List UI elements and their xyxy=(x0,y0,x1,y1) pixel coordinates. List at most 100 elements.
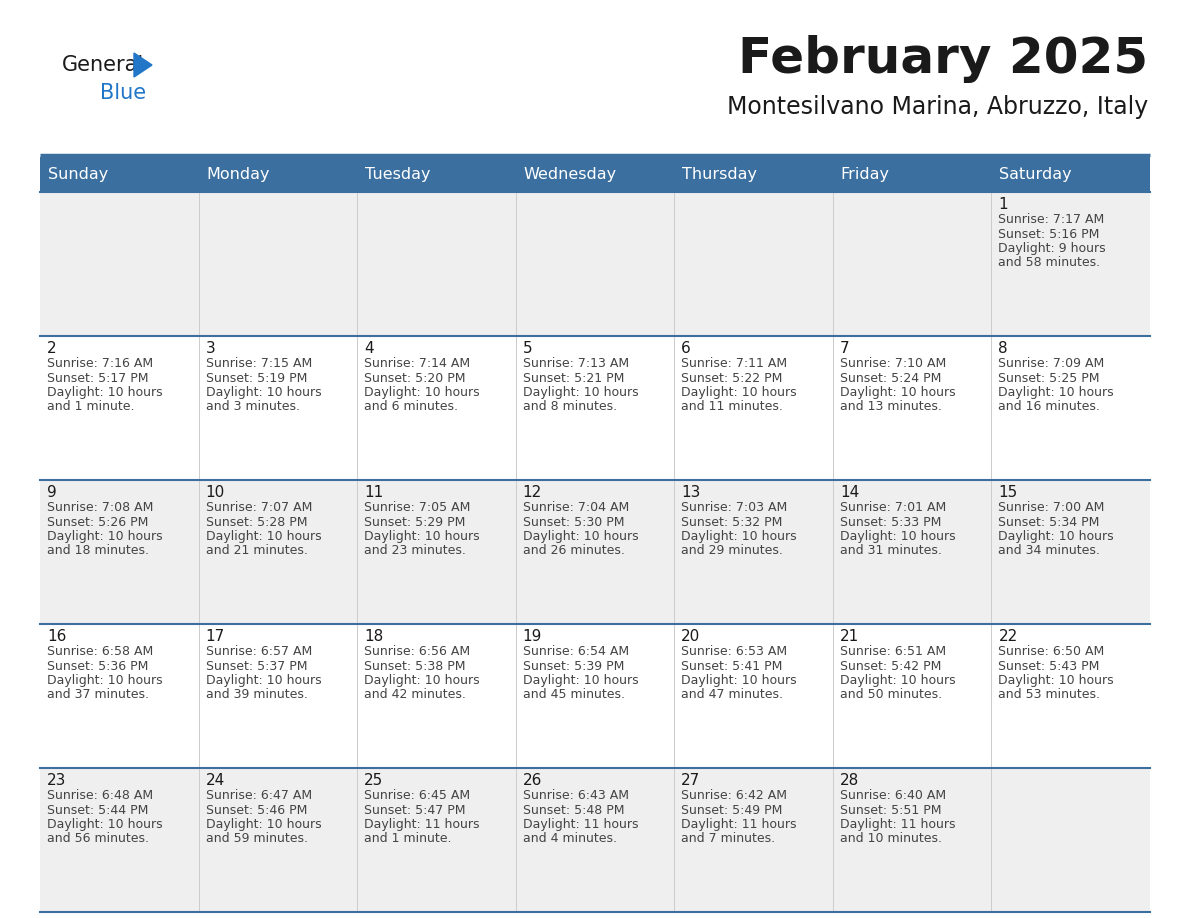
Text: 4: 4 xyxy=(365,341,374,356)
Text: 22: 22 xyxy=(998,629,1018,644)
Text: and 3 minutes.: and 3 minutes. xyxy=(206,400,299,413)
Text: Sunrise: 7:11 AM: Sunrise: 7:11 AM xyxy=(681,357,788,370)
Text: Daylight: 10 hours: Daylight: 10 hours xyxy=(206,386,321,399)
Text: 1: 1 xyxy=(998,197,1009,212)
Text: Sunrise: 7:08 AM: Sunrise: 7:08 AM xyxy=(48,501,153,514)
Text: Daylight: 10 hours: Daylight: 10 hours xyxy=(840,674,955,687)
Text: 9: 9 xyxy=(48,485,57,500)
Text: 19: 19 xyxy=(523,629,542,644)
Text: Sunrise: 6:58 AM: Sunrise: 6:58 AM xyxy=(48,645,153,658)
Text: Sunset: 5:39 PM: Sunset: 5:39 PM xyxy=(523,659,624,673)
Text: and 59 minutes.: and 59 minutes. xyxy=(206,833,308,845)
Bar xyxy=(40,624,1150,768)
Text: Daylight: 10 hours: Daylight: 10 hours xyxy=(840,386,955,399)
Text: Sunset: 5:44 PM: Sunset: 5:44 PM xyxy=(48,803,148,816)
Text: 11: 11 xyxy=(365,485,384,500)
Text: Sunrise: 6:45 AM: Sunrise: 6:45 AM xyxy=(365,789,470,802)
Text: Sunset: 5:22 PM: Sunset: 5:22 PM xyxy=(681,372,783,385)
Text: 21: 21 xyxy=(840,629,859,644)
Text: Sunrise: 7:17 AM: Sunrise: 7:17 AM xyxy=(998,213,1105,226)
Text: February 2025: February 2025 xyxy=(738,35,1148,83)
Text: Sunrise: 6:54 AM: Sunrise: 6:54 AM xyxy=(523,645,628,658)
Text: and 42 minutes.: and 42 minutes. xyxy=(365,688,466,701)
Text: Sunset: 5:26 PM: Sunset: 5:26 PM xyxy=(48,516,148,529)
Text: Sunrise: 7:01 AM: Sunrise: 7:01 AM xyxy=(840,501,946,514)
Text: Sunrise: 6:47 AM: Sunrise: 6:47 AM xyxy=(206,789,311,802)
Text: Sunday: Sunday xyxy=(48,167,108,182)
Text: Daylight: 10 hours: Daylight: 10 hours xyxy=(998,674,1114,687)
Text: and 21 minutes.: and 21 minutes. xyxy=(206,544,308,557)
Text: Sunset: 5:32 PM: Sunset: 5:32 PM xyxy=(681,516,783,529)
Text: Daylight: 10 hours: Daylight: 10 hours xyxy=(998,530,1114,543)
Text: Daylight: 10 hours: Daylight: 10 hours xyxy=(365,530,480,543)
Text: and 31 minutes.: and 31 minutes. xyxy=(840,544,942,557)
Text: Blue: Blue xyxy=(100,83,146,103)
Text: Sunset: 5:24 PM: Sunset: 5:24 PM xyxy=(840,372,941,385)
Text: Sunset: 5:37 PM: Sunset: 5:37 PM xyxy=(206,659,307,673)
Text: and 45 minutes.: and 45 minutes. xyxy=(523,688,625,701)
Text: Daylight: 10 hours: Daylight: 10 hours xyxy=(48,530,163,543)
Bar xyxy=(40,157,1150,192)
Text: Daylight: 10 hours: Daylight: 10 hours xyxy=(365,386,480,399)
Text: Sunset: 5:38 PM: Sunset: 5:38 PM xyxy=(365,659,466,673)
Text: and 34 minutes.: and 34 minutes. xyxy=(998,544,1100,557)
Text: Sunset: 5:49 PM: Sunset: 5:49 PM xyxy=(681,803,783,816)
Text: Montesilvano Marina, Abruzzo, Italy: Montesilvano Marina, Abruzzo, Italy xyxy=(727,95,1148,119)
Text: Sunrise: 6:56 AM: Sunrise: 6:56 AM xyxy=(365,645,470,658)
Text: Sunset: 5:17 PM: Sunset: 5:17 PM xyxy=(48,372,148,385)
Text: and 10 minutes.: and 10 minutes. xyxy=(840,833,942,845)
Polygon shape xyxy=(134,53,152,77)
Text: Daylight: 11 hours: Daylight: 11 hours xyxy=(681,818,797,831)
Text: Sunrise: 7:15 AM: Sunrise: 7:15 AM xyxy=(206,357,311,370)
Text: General: General xyxy=(62,55,144,75)
Text: Thursday: Thursday xyxy=(682,167,757,182)
Text: and 23 minutes.: and 23 minutes. xyxy=(365,544,466,557)
Text: Sunset: 5:25 PM: Sunset: 5:25 PM xyxy=(998,372,1100,385)
Text: 16: 16 xyxy=(48,629,67,644)
Text: Sunrise: 7:05 AM: Sunrise: 7:05 AM xyxy=(365,501,470,514)
Text: Sunrise: 6:48 AM: Sunrise: 6:48 AM xyxy=(48,789,153,802)
Text: 6: 6 xyxy=(681,341,691,356)
Text: 14: 14 xyxy=(840,485,859,500)
Text: 3: 3 xyxy=(206,341,215,356)
Text: 24: 24 xyxy=(206,773,225,788)
Text: and 11 minutes.: and 11 minutes. xyxy=(681,400,783,413)
Text: and 37 minutes.: and 37 minutes. xyxy=(48,688,148,701)
Text: and 13 minutes.: and 13 minutes. xyxy=(840,400,942,413)
Text: 20: 20 xyxy=(681,629,701,644)
Text: 28: 28 xyxy=(840,773,859,788)
Text: 26: 26 xyxy=(523,773,542,788)
Text: Daylight: 11 hours: Daylight: 11 hours xyxy=(840,818,955,831)
Text: Sunrise: 7:14 AM: Sunrise: 7:14 AM xyxy=(365,357,470,370)
Text: Friday: Friday xyxy=(841,167,890,182)
Text: and 1 minute.: and 1 minute. xyxy=(365,833,451,845)
Text: and 16 minutes.: and 16 minutes. xyxy=(998,400,1100,413)
Text: 27: 27 xyxy=(681,773,701,788)
Text: 13: 13 xyxy=(681,485,701,500)
Text: 18: 18 xyxy=(365,629,384,644)
Text: and 29 minutes.: and 29 minutes. xyxy=(681,544,783,557)
Text: Sunset: 5:42 PM: Sunset: 5:42 PM xyxy=(840,659,941,673)
Text: 23: 23 xyxy=(48,773,67,788)
Bar xyxy=(40,480,1150,624)
Text: Daylight: 10 hours: Daylight: 10 hours xyxy=(840,530,955,543)
Text: Sunset: 5:41 PM: Sunset: 5:41 PM xyxy=(681,659,783,673)
Text: Sunset: 5:48 PM: Sunset: 5:48 PM xyxy=(523,803,624,816)
Text: Sunrise: 7:03 AM: Sunrise: 7:03 AM xyxy=(681,501,788,514)
Text: Sunset: 5:46 PM: Sunset: 5:46 PM xyxy=(206,803,307,816)
Text: 2: 2 xyxy=(48,341,57,356)
Text: 15: 15 xyxy=(998,485,1018,500)
Text: Sunset: 5:28 PM: Sunset: 5:28 PM xyxy=(206,516,307,529)
Text: Sunset: 5:21 PM: Sunset: 5:21 PM xyxy=(523,372,624,385)
Bar xyxy=(40,336,1150,480)
Text: and 1 minute.: and 1 minute. xyxy=(48,400,134,413)
Text: and 6 minutes.: and 6 minutes. xyxy=(365,400,459,413)
Text: Daylight: 10 hours: Daylight: 10 hours xyxy=(206,674,321,687)
Bar xyxy=(40,768,1150,912)
Text: Daylight: 10 hours: Daylight: 10 hours xyxy=(206,818,321,831)
Text: and 7 minutes.: and 7 minutes. xyxy=(681,833,776,845)
Text: and 26 minutes.: and 26 minutes. xyxy=(523,544,625,557)
Text: Sunrise: 6:51 AM: Sunrise: 6:51 AM xyxy=(840,645,946,658)
Text: Monday: Monday xyxy=(207,167,270,182)
Text: Daylight: 10 hours: Daylight: 10 hours xyxy=(48,818,163,831)
